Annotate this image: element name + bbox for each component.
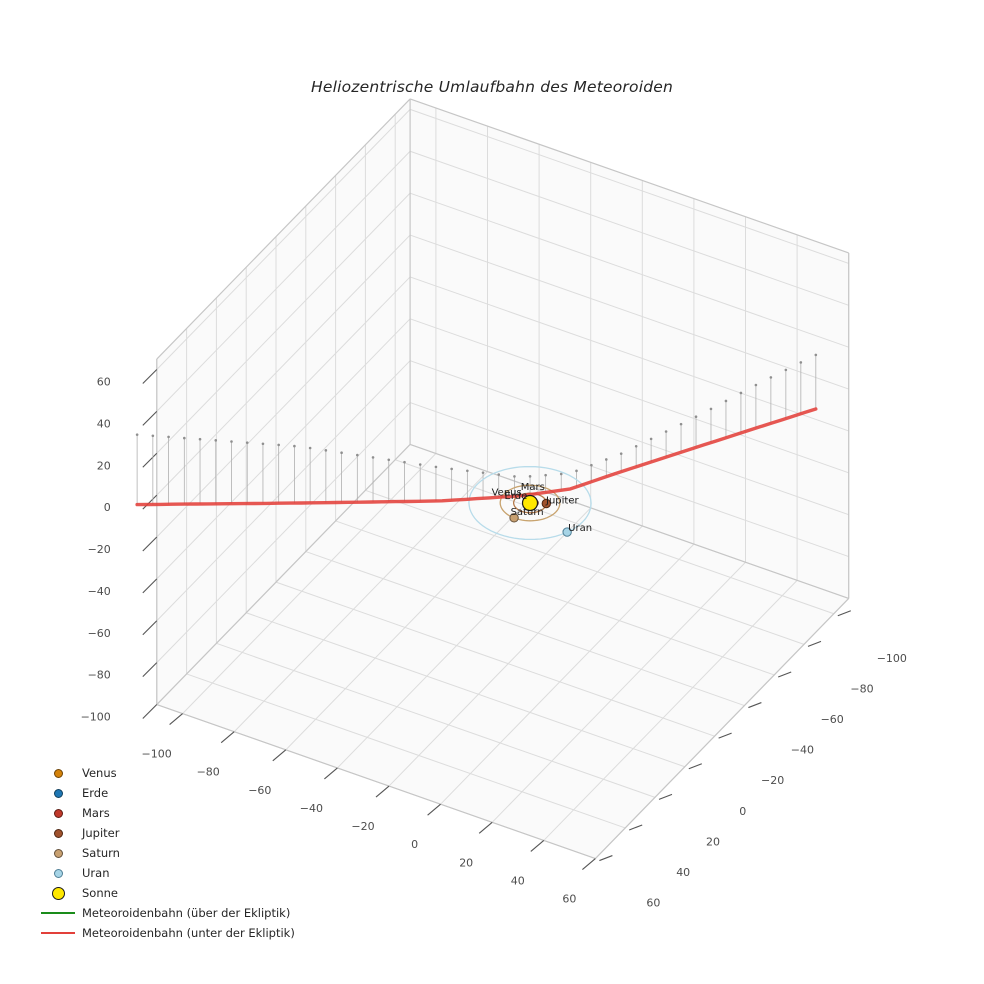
legend-item-meteoroidenbahn: Meteoroidenbahn (unter der Ekliptik) <box>36 923 295 943</box>
legend-marker-icon <box>36 868 80 878</box>
z-tick-label: 60 <box>97 376 111 389</box>
axes-edges <box>156 98 850 860</box>
legend-item-saturn: Saturn <box>36 843 295 863</box>
legend-label: Jupiter <box>82 826 120 840</box>
x-tick-label: 0 <box>411 838 418 851</box>
z-tick-label: −100 <box>81 711 111 724</box>
y-tick-label: 60 <box>646 897 660 910</box>
tick-marks <box>142 369 851 870</box>
planet-label-erde: Erde <box>505 491 528 502</box>
legend-item-venus: Venus <box>36 763 295 783</box>
planet-label-saturn: Saturn <box>511 507 544 518</box>
orbit-saturn <box>499 484 561 522</box>
axes-panes <box>156 98 849 859</box>
z-tick-label: −40 <box>88 585 111 598</box>
x-tick-label: −40 <box>300 802 323 815</box>
z-tick-label: −20 <box>88 543 111 556</box>
legend-item-jupiter: Jupiter <box>36 823 295 843</box>
y-tick-label: −100 <box>877 652 907 665</box>
legend-line-icon <box>36 912 80 914</box>
x-tick-label: −80 <box>197 766 220 779</box>
planet-uran <box>562 527 572 537</box>
x-tick-label: 60 <box>562 893 576 906</box>
legend: Venus Erde Mars Jupiter Saturn Uran Sonne Meteo… <box>36 763 295 943</box>
z-tick-label: 40 <box>97 417 111 430</box>
meteoroid-trajectory-below-ecliptic <box>135 407 818 507</box>
legend-label: Venus <box>82 766 117 780</box>
ecliptic-drop-lines <box>135 353 818 505</box>
chart-title: Heliozentrische Umlaufbahn des Meteoroid… <box>310 78 673 96</box>
tick-labels: −100 −80 −60 −40 −20 0 20 40 60 −100 −80 −60 −40 −20 0… <box>81 376 907 910</box>
y-tick-label: −60 <box>821 713 844 726</box>
y-tick-label: 0 <box>739 805 746 818</box>
legend-marker-icon <box>36 848 80 858</box>
legend-label: Meteoroidenbahn (über der Ekliptik) <box>82 906 291 920</box>
legend-item-erde: Erde <box>36 783 295 803</box>
planet-label-jupiter: Jupiter <box>545 495 579 506</box>
planet-label-venus: Venus <box>492 487 522 498</box>
x-tick-label: −20 <box>351 820 374 833</box>
sun-marker <box>521 494 539 512</box>
planet-saturn <box>509 513 519 523</box>
legend-label: Meteoroidenbahn (unter der Ekliptik) <box>82 926 295 940</box>
legend-item-mars: Mars <box>36 803 295 823</box>
legend-item-uran: Uran <box>36 863 295 883</box>
y-tick-label: −40 <box>791 744 814 757</box>
legend-marker-icon <box>36 808 80 818</box>
x-tick-label: 20 <box>459 856 473 869</box>
legend-label: Uran <box>82 866 110 880</box>
z-tick-label: 20 <box>97 459 111 472</box>
legend-line-icon <box>36 932 80 934</box>
x-tick-label: 40 <box>511 874 525 887</box>
x-tick-label: −100 <box>141 748 171 761</box>
legend-marker-icon <box>36 886 80 900</box>
y-tick-label: −80 <box>850 682 873 695</box>
orbit-jupiter <box>512 492 548 514</box>
z-tick-label: −60 <box>88 627 111 640</box>
legend-marker-icon <box>36 788 80 798</box>
planet-markers <box>509 494 572 537</box>
legend-label: Mars <box>82 806 110 820</box>
z-tick-label: −80 <box>88 669 111 682</box>
legend-item-sonne: Sonne <box>36 883 295 903</box>
planet-label-mars: Mars <box>521 482 545 493</box>
legend-label: Erde <box>82 786 109 800</box>
y-tick-label: 20 <box>706 835 720 848</box>
legend-label: Saturn <box>82 846 120 860</box>
x-tick-label: −60 <box>248 784 271 797</box>
legend-marker-icon <box>36 768 80 778</box>
y-tick-label: 40 <box>676 866 690 879</box>
z-tick-label: 0 <box>104 501 111 514</box>
legend-item-meteoroidenbahn: Meteoroidenbahn (über der Ekliptik) <box>36 903 295 923</box>
y-tick-label: −20 <box>761 774 784 787</box>
legend-label: Sonne <box>82 886 118 900</box>
legend-marker-icon <box>36 828 80 838</box>
planet-label-uran: Uran <box>568 523 592 534</box>
planet-jupiter <box>541 498 552 509</box>
